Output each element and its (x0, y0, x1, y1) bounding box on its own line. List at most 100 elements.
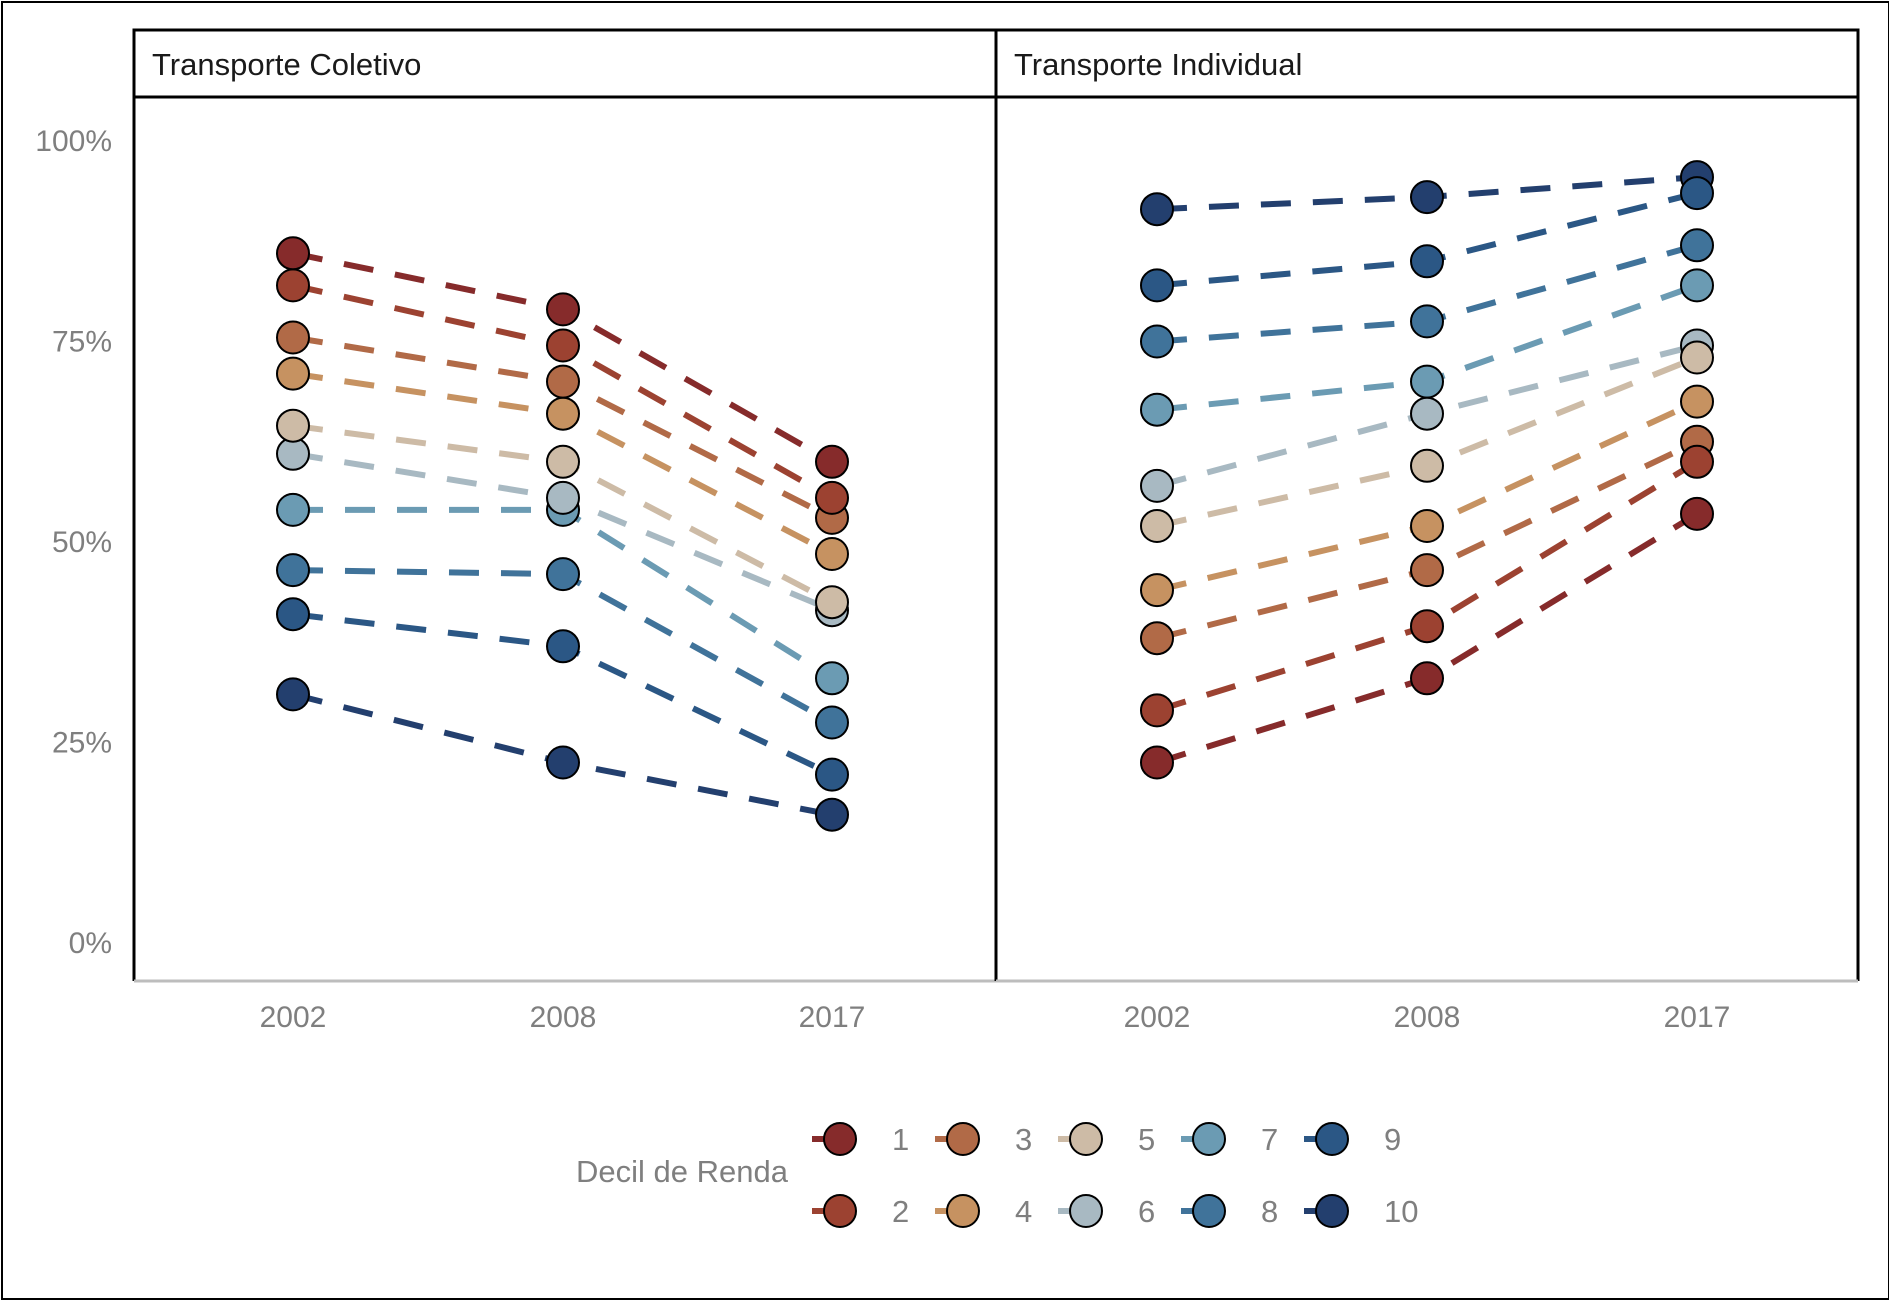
legend-key-point (823, 1122, 857, 1156)
legend-item-5: 5 (1058, 1122, 1155, 1157)
panel-1: Transporte Coletivo 2002 2008 2017 (132, 28, 998, 1034)
legend-key-point (1069, 1194, 1103, 1228)
data-point-decil-9 (1680, 176, 1714, 211)
legend-item-4: 4 (935, 1194, 1032, 1229)
data-point-decil-5 (1140, 509, 1174, 543)
legend-key-point (1069, 1122, 1103, 1156)
x-tick-label: 2008 (530, 1001, 597, 1034)
data-point-decil-10 (276, 677, 310, 712)
data-point-decil-8 (1680, 228, 1714, 263)
legend-key-point (1315, 1194, 1349, 1228)
panel-title: Transporte Individual (1014, 47, 1302, 82)
legend-key-point (1192, 1194, 1226, 1228)
legend-label: 2 (892, 1194, 909, 1229)
legend-label: 5 (1138, 1122, 1155, 1157)
data-point-decil-8 (815, 705, 849, 740)
data-point-decil-1 (815, 444, 849, 479)
data-point-decil-5 (276, 408, 310, 443)
data-point-decil-2 (546, 328, 580, 363)
data-point-decil-10 (1140, 192, 1174, 227)
data-point-decil-2 (1410, 609, 1444, 644)
data-point-decil-4 (1680, 384, 1714, 419)
x-tick-label: 2002 (260, 1001, 327, 1034)
legend-label: 7 (1261, 1122, 1278, 1157)
panel-strip (132, 28, 998, 99)
legend-label: 9 (1384, 1122, 1401, 1157)
data-point-decil-8 (276, 553, 310, 588)
legend-label: 8 (1261, 1194, 1278, 1229)
data-point-decil-4 (815, 537, 849, 571)
legend-item-6: 6 (1058, 1194, 1155, 1229)
data-point-decil-2 (1680, 444, 1714, 479)
legend-title: Decil de Renda (576, 1154, 789, 1189)
y-tick-label: 25% (52, 727, 112, 760)
data-point-decil-3 (1410, 553, 1444, 588)
data-point-decil-4 (276, 356, 310, 391)
x-tick-label: 2017 (799, 1001, 866, 1034)
data-point-decil-1 (546, 292, 580, 327)
data-point-decil-2 (276, 268, 310, 303)
legend-item-8: 8 (1181, 1194, 1278, 1229)
data-point-decil-9 (546, 629, 580, 664)
data-point-decil-8 (1410, 304, 1444, 339)
data-point-decil-6 (1140, 468, 1174, 503)
data-point-decil-7 (1680, 268, 1714, 303)
legend-label: 3 (1015, 1122, 1032, 1157)
legend-item-9: 9 (1304, 1122, 1401, 1157)
data-point-decil-5 (1410, 448, 1444, 483)
data-point-decil-7 (276, 492, 310, 527)
legend: Decil de Renda 1 2 3 4 5 6 7 8 9 10 (576, 1122, 1418, 1229)
panel-strip (994, 28, 1860, 99)
legend-label: 1 (892, 1122, 909, 1157)
data-point-decil-3 (276, 320, 310, 355)
data-point-decil-1 (1680, 496, 1714, 531)
data-point-decil-2 (815, 480, 849, 515)
data-point-decil-5 (546, 444, 580, 479)
data-point-decil-2 (1140, 693, 1174, 728)
data-point-decil-3 (1140, 621, 1174, 656)
data-point-decil-7 (1410, 364, 1444, 399)
data-point-decil-3 (546, 364, 580, 399)
legend-item-7: 7 (1181, 1122, 1278, 1157)
legend-label: 10 (1384, 1194, 1418, 1229)
legend-label: 4 (1015, 1194, 1032, 1229)
y-axis: 0% 25% 50% 75% 100% (35, 125, 112, 960)
data-point-decil-5 (1680, 340, 1714, 375)
y-tick-label: 0% (69, 927, 112, 960)
legend-key-point (1192, 1122, 1226, 1156)
data-point-decil-6 (546, 480, 580, 515)
data-point-decil-4 (1140, 573, 1174, 608)
x-tick-label: 2002 (1124, 1001, 1191, 1034)
legend-key-point (946, 1194, 980, 1228)
legend-item-3: 3 (935, 1122, 1032, 1157)
data-point-decil-7 (815, 661, 849, 696)
data-point-decil-6 (1410, 396, 1444, 431)
data-point-decil-1 (1410, 661, 1444, 696)
data-point-decil-5 (815, 585, 849, 620)
data-point-decil-8 (1140, 324, 1174, 359)
y-tick-label: 100% (35, 125, 112, 158)
data-point-decil-10 (1410, 180, 1444, 215)
data-point-decil-9 (276, 597, 310, 632)
panel-2: Transporte Individual 2002 2008 2017 (994, 28, 1860, 1034)
y-tick-label: 50% (52, 526, 112, 559)
legend-item-10: 10 (1304, 1194, 1418, 1229)
legend-key-point (1315, 1122, 1349, 1156)
data-point-decil-7 (1140, 392, 1174, 427)
x-tick-label: 2017 (1664, 1001, 1731, 1034)
data-point-decil-9 (1410, 244, 1444, 279)
panel-title: Transporte Coletivo (152, 47, 421, 82)
legend-key-point (946, 1122, 980, 1156)
data-point-decil-9 (1140, 268, 1174, 303)
data-point-decil-8 (546, 557, 580, 592)
data-point-decil-10 (546, 745, 580, 780)
legend-item-1: 1 (812, 1122, 909, 1157)
y-tick-label: 75% (52, 326, 112, 359)
x-tick-label: 2008 (1394, 1001, 1461, 1034)
data-point-decil-1 (276, 236, 310, 271)
legend-item-2: 2 (812, 1194, 909, 1229)
data-point-decil-4 (546, 396, 580, 431)
data-point-decil-4 (1410, 509, 1444, 543)
